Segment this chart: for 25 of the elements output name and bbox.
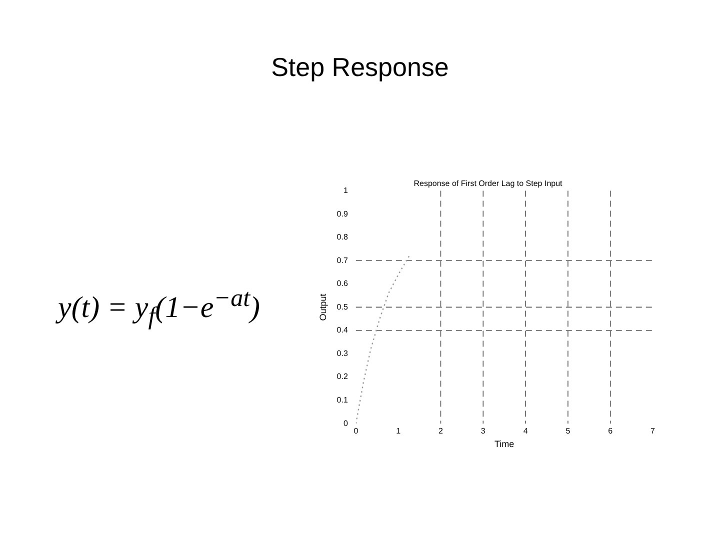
x-tick-label: 0 (354, 426, 359, 436)
y-tick-label: 0 (343, 418, 348, 428)
line-series (356, 253, 412, 424)
y-tick-label: 0.1 (336, 396, 348, 405)
x-tick-label: 4 (523, 426, 528, 436)
x-tick-label: 6 (608, 426, 614, 436)
y-tick-label: 0.4 (336, 326, 348, 335)
y-tick-label: 0.8 (336, 232, 348, 242)
y-tick-label: 0.9 (336, 209, 348, 218)
y-tick-label: 0.5 (336, 302, 348, 312)
x-tick-label: 3 (480, 426, 486, 436)
text: y(t) = y$_{f}$(1−e$^{−at}$) (58, 285, 260, 331)
x-tick-label: 2 (438, 426, 444, 436)
x-axis-title: Time (494, 439, 514, 450)
x-tick-label: 1 (396, 426, 402, 436)
x-tick-label: 5 (566, 426, 571, 436)
x-tick-label: 7 (650, 426, 656, 436)
y-tick-label: 0.6 (336, 279, 348, 288)
y-tick-label: 0.3 (336, 348, 348, 358)
y-tick-label: 1 (343, 186, 348, 196)
y-tick-label: 0.2 (336, 372, 348, 382)
chart-title: Step Response (270, 52, 450, 83)
chart-subtitle: Response of First Order Lag to Step Input (414, 179, 564, 188)
y-axis-title: Output (318, 293, 328, 321)
y-tick-label: 0.7 (336, 256, 348, 265)
